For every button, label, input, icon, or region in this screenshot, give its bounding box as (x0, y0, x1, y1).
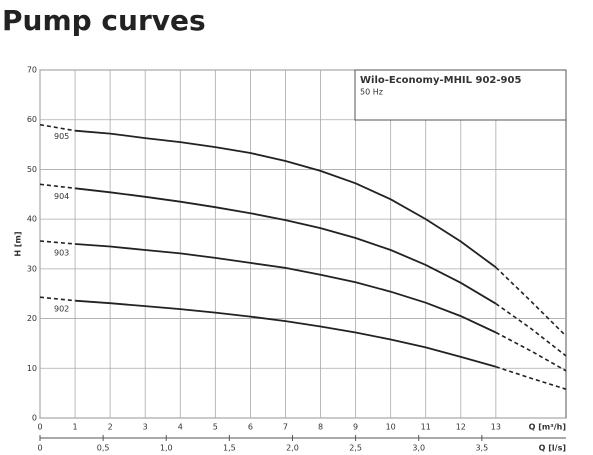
x2-tick-label: 2,5 (349, 444, 362, 453)
curve-extension (39, 240, 76, 245)
x-tick-label: 10 (386, 423, 396, 432)
y-tick-label: 50 (27, 165, 37, 174)
x-tick-label: 12 (456, 423, 466, 432)
legend-title: Wilo-Economy-MHIL 902-905 (360, 75, 521, 86)
curve (75, 129, 497, 269)
chart-title: Pump curves (2, 4, 206, 37)
curve-label: 902 (54, 305, 69, 314)
curve (75, 299, 497, 368)
x2-tick-label: 0 (37, 444, 42, 453)
curve-label: 904 (54, 192, 69, 201)
legend-subtitle: 50 Hz (360, 88, 383, 97)
x2-tick-label: 1,0 (160, 444, 173, 453)
curve-extension (495, 266, 567, 337)
y-tick-label: 40 (27, 215, 37, 224)
x-tick-label: 4 (178, 423, 183, 432)
curve-extension (39, 123, 76, 132)
x-tick-label: 7 (283, 423, 288, 432)
y-tick-label: 20 (27, 314, 37, 323)
x2-tick-label: 1,5 (223, 444, 236, 453)
curve-extension (495, 331, 567, 372)
y-tick-label: 0 (32, 414, 37, 423)
legend-box (354, 69, 567, 121)
x-tick-label: 1 (73, 423, 78, 432)
x-axis-label: Q [m³/h] (529, 423, 566, 432)
curve (74, 187, 497, 305)
curve (75, 243, 497, 334)
x-tick-label: 6 (248, 423, 253, 432)
curve-label: 903 (54, 249, 69, 258)
x-tick-label: 13 (491, 423, 501, 432)
y-axis-label: H [m] (14, 231, 23, 256)
y-tick-label: 60 (27, 115, 37, 124)
x-tick-label: 3 (143, 423, 148, 432)
x-tick-label: 5 (213, 423, 218, 432)
curve-extension (495, 303, 567, 357)
curve-extension (39, 183, 76, 190)
y-tick-label: 10 (27, 364, 37, 373)
x2-tick-label: 3,5 (475, 444, 488, 453)
x-tick-label: 2 (108, 423, 113, 432)
x-tick-label: 0 (37, 423, 42, 432)
plot-frame (39, 69, 567, 419)
x2-tick-label: 3,0 (412, 444, 425, 453)
x-tick-label: 8 (318, 423, 323, 432)
x-tick-label: 9 (353, 423, 358, 432)
y-tick-label: 30 (27, 264, 37, 273)
curve-extension (39, 296, 76, 302)
x2-tick-label: 0,5 (97, 444, 110, 453)
x2-tick-label: 2,0 (286, 444, 299, 453)
curve-extension (495, 366, 567, 390)
y-tick-label: 70 (27, 66, 37, 75)
x2-axis-label: Q [l/s] (539, 444, 566, 453)
x-tick-label: 11 (421, 423, 431, 432)
curve-label: 905 (54, 132, 69, 141)
